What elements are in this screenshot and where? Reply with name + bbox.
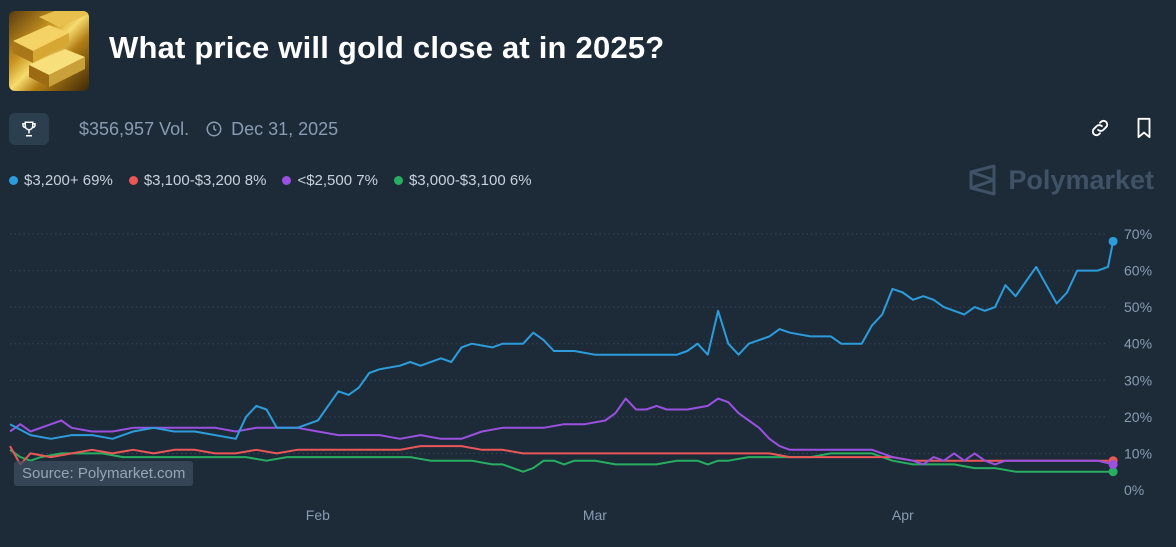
legend-item: $3,200+ 69% <box>9 172 113 189</box>
market-meta: $356,957 Vol. Dec 31, 2025 <box>9 112 338 146</box>
end-date-text: Dec 31, 2025 <box>231 118 339 139</box>
legend-item: <$2,500 7% <box>282 172 378 189</box>
polymarket-brand: Polymarket <box>968 164 1154 196</box>
series-endpoint <box>1108 459 1118 469</box>
y-tick-label: 70% <box>1124 226 1152 242</box>
x-tick-label: Feb <box>306 507 330 523</box>
y-tick-label: 20% <box>1124 409 1152 425</box>
volume-text: $356,957 Vol. <box>79 118 190 139</box>
legend-dot <box>393 176 403 185</box>
legend-label: $3,200+ 69% <box>24 172 113 189</box>
legend-dot <box>128 176 138 185</box>
source-label: Source: Polymarket.com <box>14 461 194 486</box>
polymarket-logo-icon <box>969 164 996 196</box>
legend-dot <box>282 176 292 185</box>
series-line <box>9 448 1114 473</box>
y-tick-label: 50% <box>1124 299 1152 315</box>
clock-icon <box>205 120 223 138</box>
legend-label: <$2,500 7% <box>297 172 378 189</box>
trophy-icon <box>22 121 36 137</box>
series-endpoint <box>1108 467 1118 477</box>
series-line <box>9 241 1115 440</box>
y-tick-label: 60% <box>1124 263 1152 279</box>
x-tick-label: Mar <box>583 507 607 523</box>
page-title: What price will gold close at in 2025? <box>109 30 665 65</box>
link-icon[interactable] <box>1088 116 1112 140</box>
legend-item: $3,000-$3,100 6% <box>393 172 532 189</box>
legend-label: $3,100-$3,200 8% <box>143 172 267 189</box>
x-tick-label: Apr <box>892 507 914 523</box>
legend-label: $3,000-$3,100 6% <box>408 172 532 189</box>
chart-legend: $3,200+ 69% $3,100-$3,200 8% <$2,500 7% … <box>9 172 532 189</box>
y-tick-label: 40% <box>1124 336 1152 352</box>
y-tick-label: 10% <box>1124 445 1152 461</box>
y-tick-label: 30% <box>1124 372 1152 388</box>
market-thumbnail <box>9 11 89 91</box>
brand-name: Polymarket <box>1008 164 1154 195</box>
legend-item: $3,100-$3,200 8% <box>128 172 267 189</box>
trophy-button[interactable] <box>9 113 49 145</box>
legend-dot <box>9 176 18 185</box>
series-line <box>9 397 1114 466</box>
bookmark-icon[interactable] <box>1132 116 1156 140</box>
series-endpoint <box>1108 236 1118 246</box>
y-tick-label: 0% <box>1124 482 1144 498</box>
gold-bars-image <box>13 11 89 87</box>
header-actions <box>1088 116 1156 140</box>
